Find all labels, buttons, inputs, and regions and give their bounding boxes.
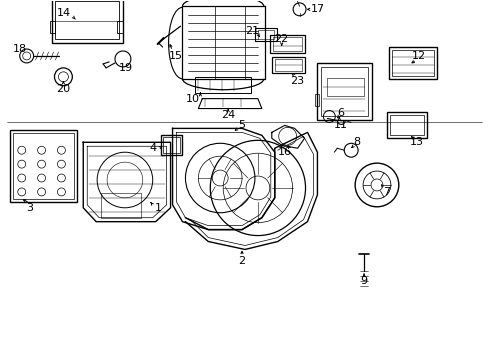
Text: 3: 3 [26,203,33,213]
Text: 7: 7 [383,187,389,197]
Text: 10: 10 [185,94,199,104]
Text: 14: 14 [56,8,70,18]
Bar [51,0,122,43]
Text: 21: 21 [244,26,259,36]
Text: 16: 16 [277,147,291,157]
Bar [13,133,74,199]
Text: 18: 18 [13,44,27,54]
Bar [269,35,304,53]
Bar [163,137,180,153]
Text: 20: 20 [56,84,70,94]
Bar [10,130,77,202]
Bar [321,67,367,117]
Bar [49,21,55,33]
Text: 19: 19 [119,63,133,73]
Bar [391,50,433,76]
Text: 17: 17 [310,4,324,14]
Text: 12: 12 [411,51,425,61]
Bar [315,94,319,105]
Bar [389,114,423,135]
Text: 2: 2 [238,256,245,266]
Bar [117,21,122,33]
Bar [257,30,273,39]
Text: 24: 24 [221,109,235,120]
Bar [161,135,182,155]
Text: 1: 1 [155,203,162,213]
Bar [326,78,364,96]
Bar [195,77,250,93]
Text: 5: 5 [238,121,245,130]
Text: 6: 6 [337,108,344,117]
Bar [274,59,301,71]
Text: 22: 22 [274,34,288,44]
Bar [388,47,436,79]
Bar [317,63,371,121]
Bar [271,57,304,73]
Text: 8: 8 [353,137,360,147]
Text: 9: 9 [360,276,367,286]
Bar [254,28,276,41]
Bar [101,193,141,218]
Text: 4: 4 [149,143,156,153]
Bar [386,112,426,138]
Bar [272,37,301,51]
Text: 11: 11 [334,121,347,130]
Text: 15: 15 [168,51,182,61]
Text: 23: 23 [290,76,304,86]
Text: 13: 13 [409,137,423,147]
Bar [55,1,119,39]
